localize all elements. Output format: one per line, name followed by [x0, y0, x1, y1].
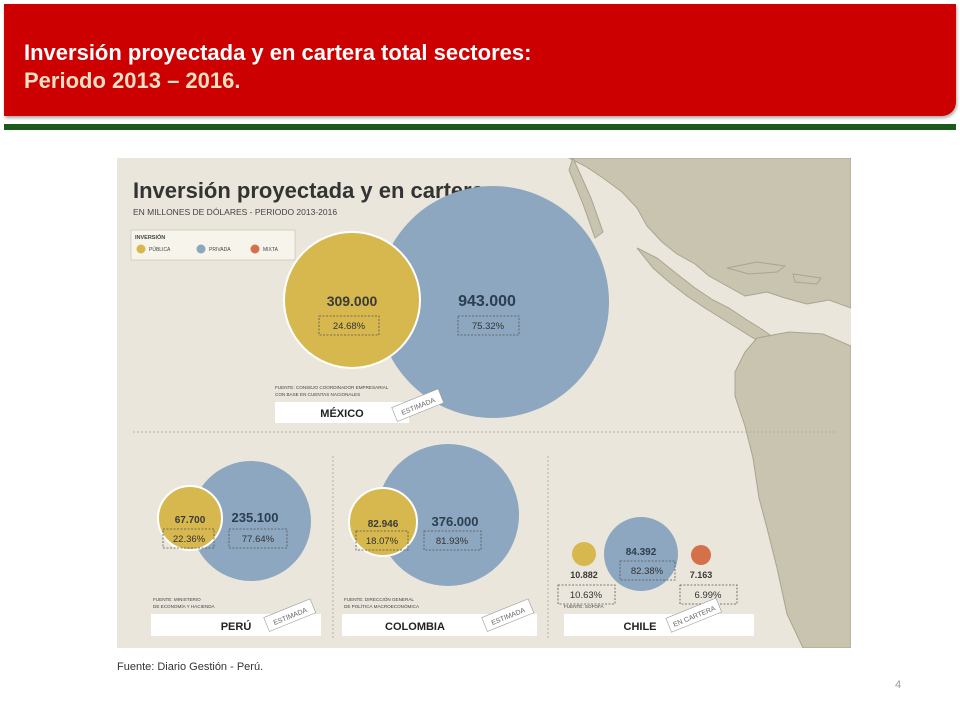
legend-publica-swatch: [136, 244, 146, 254]
chile-publica-pct: 10.63%: [570, 590, 603, 601]
peru-privada-bubble: [191, 461, 311, 581]
peru-publica-pct: 22.36%: [173, 534, 206, 545]
chile-publica-pct-box: [557, 584, 616, 605]
colombia-publica-pct-box: [355, 530, 409, 551]
peru-publica-value: 67.700: [175, 515, 206, 526]
slide-title-line1: Inversión proyectada y en cartera total …: [24, 40, 532, 65]
mexico-privada-pct: 75.32%: [472, 321, 505, 332]
mexico-source-2: CON BASE EN CUENTAS NACIONALES: [275, 392, 360, 397]
chile-stamp-box: [665, 597, 722, 633]
chile-panel: 10.882 84.392 7.163 82.38% 10.63% 6.99% …: [557, 517, 754, 636]
green-divider: [4, 124, 956, 130]
colombia-panel: 82.946 376.000 18.07% 81.93% FUENTE: DIR…: [342, 444, 537, 636]
chile-country-label: CHILE: [624, 621, 657, 633]
colombia-publica-value: 82.946: [368, 519, 399, 530]
legend-privada-swatch: [196, 244, 206, 254]
peru-country-label: PERÚ: [221, 620, 252, 633]
peru-stamp-box: [263, 598, 317, 632]
chile-mixta-pct-box: [679, 584, 738, 605]
legend-heading: INVERSIÓN: [135, 233, 165, 241]
colombia-publica-bubble: [348, 487, 418, 557]
peru-panel: 67.700 235.100 22.36% 77.64% FUENTE: MIN…: [151, 461, 321, 636]
colombia-privada-bubble: [377, 444, 519, 586]
mexico-stamp-box: [391, 388, 445, 422]
colombia-source: FUENTE: DIRECCIÓN GENERAL: [344, 596, 414, 602]
infographic-subtitle: EN MILLONES DE DÓLARES - PERIODO 2013-20…: [133, 207, 337, 217]
mexico-country-label: MÉXICO: [320, 407, 364, 420]
colombia-publica-pct: 18.07%: [366, 536, 399, 547]
mexico-publica-value: 309.000: [327, 293, 378, 309]
chile-mixta-value: 7.163: [690, 570, 713, 580]
peru-privada-pct: 77.64%: [242, 534, 275, 545]
chile-privada-bubble: [604, 517, 678, 591]
chile-mixta-bubble: [691, 545, 711, 565]
mexico-label-box: [275, 402, 409, 423]
slide-title-line2: Periodo 2013 – 2016.: [24, 68, 241, 93]
mexico-publica-pct: 24.68%: [333, 321, 366, 332]
chile-privada-pct: 82.38%: [631, 566, 664, 577]
mexico-privada-value: 943.000: [458, 293, 516, 310]
peru-publica-pct-box: [162, 528, 215, 549]
chile-mixta-pct: 6.99%: [695, 590, 722, 601]
peru-source-2: DE ECONOMÍA Y HACIENDA: [153, 603, 216, 609]
legend-mixta-swatch: [250, 244, 260, 254]
legend: INVERSIÓN PÚBLICA PRIVADA MIXTA: [130, 229, 296, 261]
chile-privada-value: 84.392: [626, 547, 657, 558]
legend-mixta-label: MIXTA: [263, 247, 279, 253]
colombia-source-2: DE POLÍTICA MACROECONÓMICA: [344, 603, 420, 609]
peru-publica-bubble: [157, 485, 223, 551]
legend-privada-label: PRIVADA: [209, 247, 231, 253]
mexico-source: FUENTE: CONSEJO COORDINADOR EMPRESARIAL: [275, 385, 389, 390]
chile-privada-pct-box: [619, 560, 676, 581]
infographic: Inversión proyectada y en cartera EN MIL…: [117, 158, 851, 648]
chile-publica-bubble: [572, 542, 596, 566]
mexico-privada-bubble: [377, 186, 609, 418]
source-note: Fuente: Diario Gestión - Perú.: [117, 661, 264, 673]
header-banner: Inversión proyectada y en cartera total …: [4, 4, 956, 116]
colombia-stamp-box: [481, 598, 535, 632]
chile-label-box: [564, 614, 754, 636]
chile-publica-value: 10.882: [570, 570, 598, 580]
americas-map: [568, 158, 851, 648]
mexico-privada-pct-box: [457, 315, 520, 336]
peru-source: FUENTE: MINISTERIO: [153, 597, 201, 602]
colombia-privada-pct: 81.93%: [436, 536, 469, 547]
colombia-privada-pct-box: [423, 530, 482, 551]
chile-source: FUENTE: SOFOFA: [564, 604, 604, 609]
legend-publica-label: PÚBLICA: [149, 246, 171, 253]
colombia-privada-value: 376.000: [432, 514, 479, 529]
peru-privada-value: 235.100: [232, 510, 279, 525]
mexico-publica-bubble: [283, 231, 421, 369]
infographic-title: Inversión proyectada y en cartera: [133, 178, 485, 203]
colombia-country-label: COLOMBIA: [385, 621, 445, 633]
peru-privada-pct-box: [228, 528, 288, 549]
page-number: 4: [895, 679, 902, 691]
mexico-publica-pct-box: [318, 315, 380, 336]
